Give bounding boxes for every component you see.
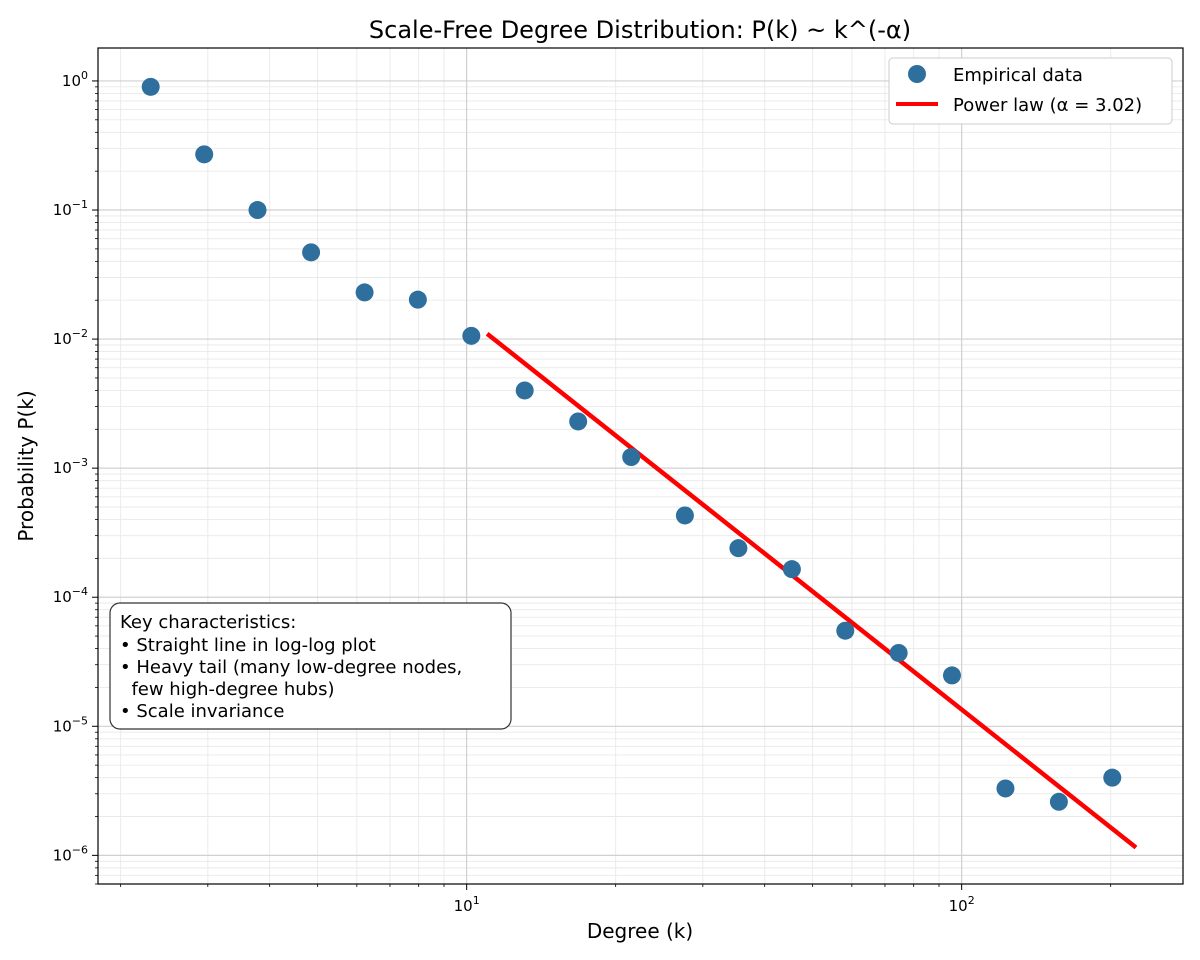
x-tick-label: 102 (949, 894, 975, 915)
y-tick-label: 10−2 (53, 327, 88, 348)
x-tick-label: 101 (454, 894, 480, 915)
annotation-frame (109, 602, 512, 730)
legend-label-power-law: Power law (α = 3.02) (953, 95, 1142, 116)
axis-ticks (92, 80, 1112, 890)
y-tick-label: 10−4 (53, 585, 88, 606)
annotation-line: • Straight line in log-log plot (120, 635, 376, 656)
data-point (569, 412, 588, 431)
data-point (1103, 768, 1122, 787)
annotation-line: • Heavy tail (many low-degree nodes, (120, 657, 462, 678)
legend-marker-empirical (908, 65, 926, 83)
y-tick-label: 10−6 (53, 843, 88, 864)
data-point (622, 448, 641, 467)
plot-frame (97, 47, 1184, 885)
data-points (141, 77, 1122, 811)
plot-background (98, 48, 1183, 884)
annotation-line: • Scale invariance (120, 701, 284, 722)
data-point (996, 779, 1015, 798)
data-point (355, 283, 374, 302)
data-point (1049, 792, 1068, 811)
y-tick-label: 10−3 (53, 456, 88, 477)
data-point (248, 201, 267, 220)
legend-label-empirical: Empirical data (953, 65, 1083, 86)
tick-labels: 101 102 100 10−1 10−2 10−3 10−4 10−5 10−6 (53, 69, 975, 915)
data-point (141, 77, 160, 96)
annotation-box: Key characteristics: • Straight line in … (109, 602, 512, 730)
y-tick-label: 100 (62, 69, 88, 90)
y-tick-label: 10−1 (53, 198, 88, 219)
data-point (302, 243, 321, 262)
x-axis-title: Degree (k) (587, 919, 693, 943)
annotation-line: Key characteristics: (120, 612, 296, 633)
power-law-line (485, 331, 1138, 850)
data-point (675, 506, 694, 525)
y-tick-label: 10−5 (53, 714, 88, 735)
legend-box (888, 57, 1173, 125)
data-point (836, 621, 855, 640)
data-point (195, 145, 214, 164)
data-point (782, 560, 801, 579)
annotation-line: few high-degree hubs) (120, 679, 334, 700)
chart-title: Scale-Free Degree Distribution: P(k) ~ k… (369, 16, 911, 44)
data-point (729, 539, 748, 558)
minor-grid (98, 48, 1183, 885)
data-point (889, 643, 908, 662)
legend: Empirical data Power law (α = 3.02) (888, 57, 1173, 125)
data-point (515, 381, 534, 400)
power-law-fit-line (485, 331, 1138, 850)
data-point (462, 326, 481, 345)
y-axis-title: Probability P(k) (14, 390, 38, 541)
data-point (408, 290, 427, 309)
plot-area: 101 102 100 10−1 10−2 10−3 10−4 10−5 10−6 (53, 47, 1184, 915)
data-point (942, 666, 961, 685)
